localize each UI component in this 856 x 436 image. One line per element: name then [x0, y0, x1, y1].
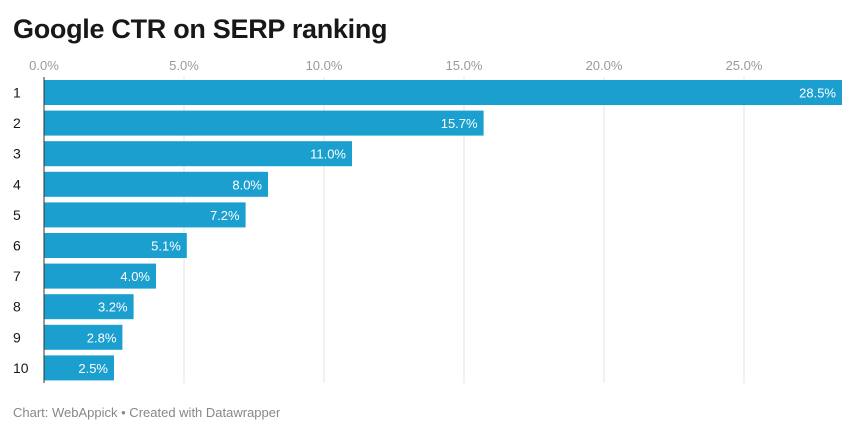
- value-label: 28.5%: [799, 86, 836, 101]
- value-label: 8.0%: [232, 177, 262, 192]
- bar: [44, 202, 246, 228]
- value-label: 2.8%: [87, 330, 117, 345]
- category-label: 8: [13, 299, 21, 315]
- category-label: 3: [13, 146, 21, 162]
- value-label: 4.0%: [120, 269, 150, 284]
- category-label: 1: [13, 85, 21, 101]
- bar: [44, 294, 134, 320]
- category-label: 2: [13, 115, 21, 131]
- bar: [44, 263, 156, 289]
- chart-footer: Chart: WebAppick • Created with Datawrap…: [13, 405, 281, 420]
- bars: 1 28.5% 2 15.7% 3 11.0% 4 8.0% 5 7.2% 6 5.1% 7 4.0% 8 3…: [13, 80, 842, 381]
- x-tick-label: 5.0%: [169, 58, 199, 73]
- x-tick-label: 25.0%: [726, 58, 763, 73]
- value-label: 11.0%: [310, 147, 346, 162]
- category-label: 5: [13, 207, 21, 223]
- bar: [44, 171, 268, 197]
- value-label: 5.1%: [151, 239, 181, 254]
- bar: [44, 141, 352, 167]
- category-label: 6: [13, 238, 21, 254]
- x-axis-ticks: 0.0% 5.0% 10.0% 15.0% 20.0% 25.0%: [29, 58, 763, 73]
- bar: [44, 355, 114, 381]
- x-tick-label: 10.0%: [306, 58, 343, 73]
- bar: [44, 110, 484, 136]
- category-label: 10: [13, 360, 29, 376]
- value-label: 3.2%: [98, 300, 128, 315]
- x-tick-label: 15.0%: [446, 58, 483, 73]
- x-tick-label: 0.0%: [29, 58, 59, 73]
- bar: [44, 233, 187, 258]
- value-label: 7.2%: [210, 208, 240, 223]
- chart-title: Google CTR on SERP ranking: [13, 14, 388, 44]
- value-label: 2.5%: [78, 361, 108, 376]
- category-label: 9: [13, 329, 21, 345]
- x-tick-label: 20.0%: [586, 58, 623, 73]
- bar: [44, 324, 123, 350]
- bar: [44, 80, 842, 105]
- value-label: 15.7%: [441, 116, 478, 131]
- category-label: 7: [13, 268, 21, 284]
- category-label: 4: [13, 176, 21, 192]
